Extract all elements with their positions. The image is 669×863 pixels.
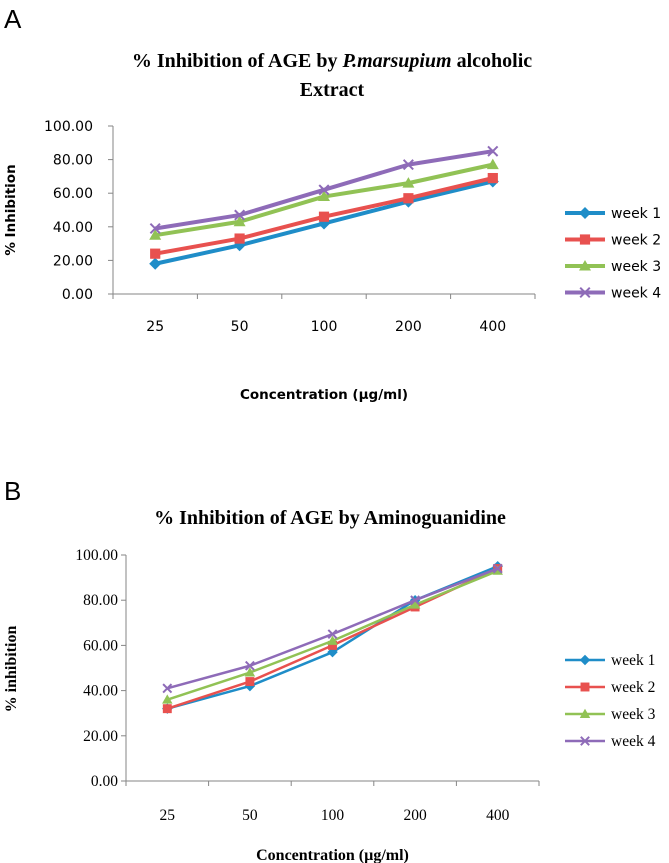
- chart-a-point-week3-200: [402, 177, 415, 188]
- chart-b-title-part: % Inhibition of AGE by Aminoguanidine: [154, 507, 506, 529]
- chart-a-x-tick-label: 25: [146, 319, 164, 335]
- chart-a-point-week2-25: [150, 248, 161, 259]
- chart-b-legend-label-week4: week 4: [611, 733, 656, 750]
- chart-a-panel-letter: A: [4, 4, 22, 34]
- chart-b-point-week4-400: [492, 563, 503, 574]
- chart-b-x-tick-label: 200: [403, 807, 427, 824]
- chart-b-point-week4-100: [327, 629, 338, 640]
- chart-b-y-tick-label: 0.00: [91, 773, 118, 790]
- chart-b-point-week3-25: [162, 694, 173, 704]
- chart-a-legend-marker-week3: [579, 260, 591, 271]
- chart-b-legend-label-week3: week 3: [611, 706, 656, 723]
- chart-a-point-week3-50: [233, 215, 246, 227]
- chart-b-point-week4-200: [410, 595, 421, 606]
- chart-a-x-tick-label: 200: [395, 319, 422, 335]
- chart-a-title: % Inhibition of AGE by P.marsupium alcoh…: [132, 50, 532, 72]
- chart-a-x-tick-label: 50: [231, 319, 249, 335]
- chart-a-legend-label-week3: week 3: [611, 259, 661, 275]
- chart-a-title-line2: Extract: [300, 79, 365, 101]
- chart-b-point-week3-200: [409, 599, 421, 609]
- chart-b-legend-marker-week3: [579, 708, 591, 718]
- chart-a-legend-label-week2: week 2: [611, 233, 661, 249]
- chart-a-point-week2-100: [318, 211, 330, 222]
- chart-a-title-part: alcoholic: [452, 50, 533, 72]
- chart-b-legend-label-week1: week 1: [611, 652, 655, 669]
- chart-a-point-week4-400: [487, 145, 499, 157]
- chart-b-y-axis-label: % inhibition: [3, 626, 20, 713]
- chart-a-legend-marker-week2: [579, 234, 591, 245]
- chart-a-y-tick-label: 80.00: [53, 153, 93, 169]
- chart-b-point-week3-50: [244, 667, 256, 677]
- chart-b-series-line-week4: [166, 567, 499, 690]
- chart-b-y-tick-label: 20.00: [83, 728, 118, 745]
- chart-a-point-week1-25: [149, 257, 162, 270]
- chart-a-y-tick-label: 20.00: [53, 253, 93, 269]
- chart-b-panel-letter: B: [4, 476, 21, 506]
- chart-a-point-week2-400: [487, 172, 498, 184]
- chart-b-title: % Inhibition of AGE by Aminoguanidine: [154, 507, 506, 529]
- chart-b-legend-marker-week4: [580, 736, 590, 746]
- chart-b-point-week2-50: [245, 677, 255, 687]
- chart-b-x-tick-label: 25: [160, 807, 176, 824]
- chart-a-point-week2-200: [403, 193, 414, 204]
- chart-b-x-tick-label: 400: [486, 807, 510, 824]
- chart-a-title-part: % Inhibition of AGE by: [132, 50, 343, 72]
- chart-a-legend-label-week1: week 1: [611, 206, 661, 222]
- chart-a-point-week4-100: [318, 184, 330, 196]
- chart-a-point-week4-200: [402, 159, 414, 171]
- chart-a-point-week3-100: [318, 190, 330, 202]
- chart-a-legend-marker-week1: [579, 207, 591, 219]
- chart-b-point-week3-100: [327, 635, 338, 645]
- chart-a-point-week4-25: [149, 222, 161, 234]
- chart-a-legend-label-week4: week 4: [611, 286, 661, 302]
- chart-a-y-tick-label: 0.00: [62, 287, 93, 303]
- chart-a-point-week3-400: [486, 158, 499, 170]
- chart-b-x-tick-label: 50: [242, 807, 258, 824]
- chart-b-y-tick-label: 40.00: [83, 683, 118, 700]
- chart-a-legend-marker-week4: [579, 286, 591, 299]
- chart-b-point-week2-25: [162, 704, 172, 714]
- chart-a-x-tick-label: 100: [311, 319, 338, 335]
- chart-a-point-week2-50: [234, 233, 245, 244]
- chart-b-y-tick-label: 60.00: [83, 637, 118, 654]
- chart-a-y-tick-label: 40.00: [53, 220, 93, 236]
- chart-a-point-week4-50: [234, 209, 246, 221]
- chart-b-legend-marker-week1: [579, 654, 591, 666]
- chart-b-y-tick-label: 100.00: [75, 547, 118, 564]
- chart-a-y-tick-label: 60.00: [53, 186, 93, 202]
- chart-a-y-tick-label: 100.00: [44, 119, 93, 135]
- chart-a-x-tick-label: 400: [479, 319, 506, 335]
- chart-b-point-week2-100: [328, 640, 337, 650]
- chart-a-x-axis-label: Concentration (µg/ml): [240, 387, 408, 403]
- chart-b-point-week4-50: [244, 660, 255, 671]
- chart-a-title-part: P.marsupium: [341, 50, 451, 72]
- chart-b-x-axis-label: Concentration (µg/ml): [256, 847, 409, 863]
- chart-a-y-axis-label: % Inhibition: [3, 164, 19, 255]
- chart-b-y-tick-label: 80.00: [83, 592, 118, 609]
- chart-b-x-tick-label: 100: [321, 807, 345, 824]
- chart-b-point-week4-25: [162, 683, 173, 694]
- chart-b-legend-label-week2: week 2: [611, 679, 655, 696]
- chart-a-point-week3-25: [149, 229, 162, 240]
- chart-b-legend-marker-week2: [580, 682, 590, 692]
